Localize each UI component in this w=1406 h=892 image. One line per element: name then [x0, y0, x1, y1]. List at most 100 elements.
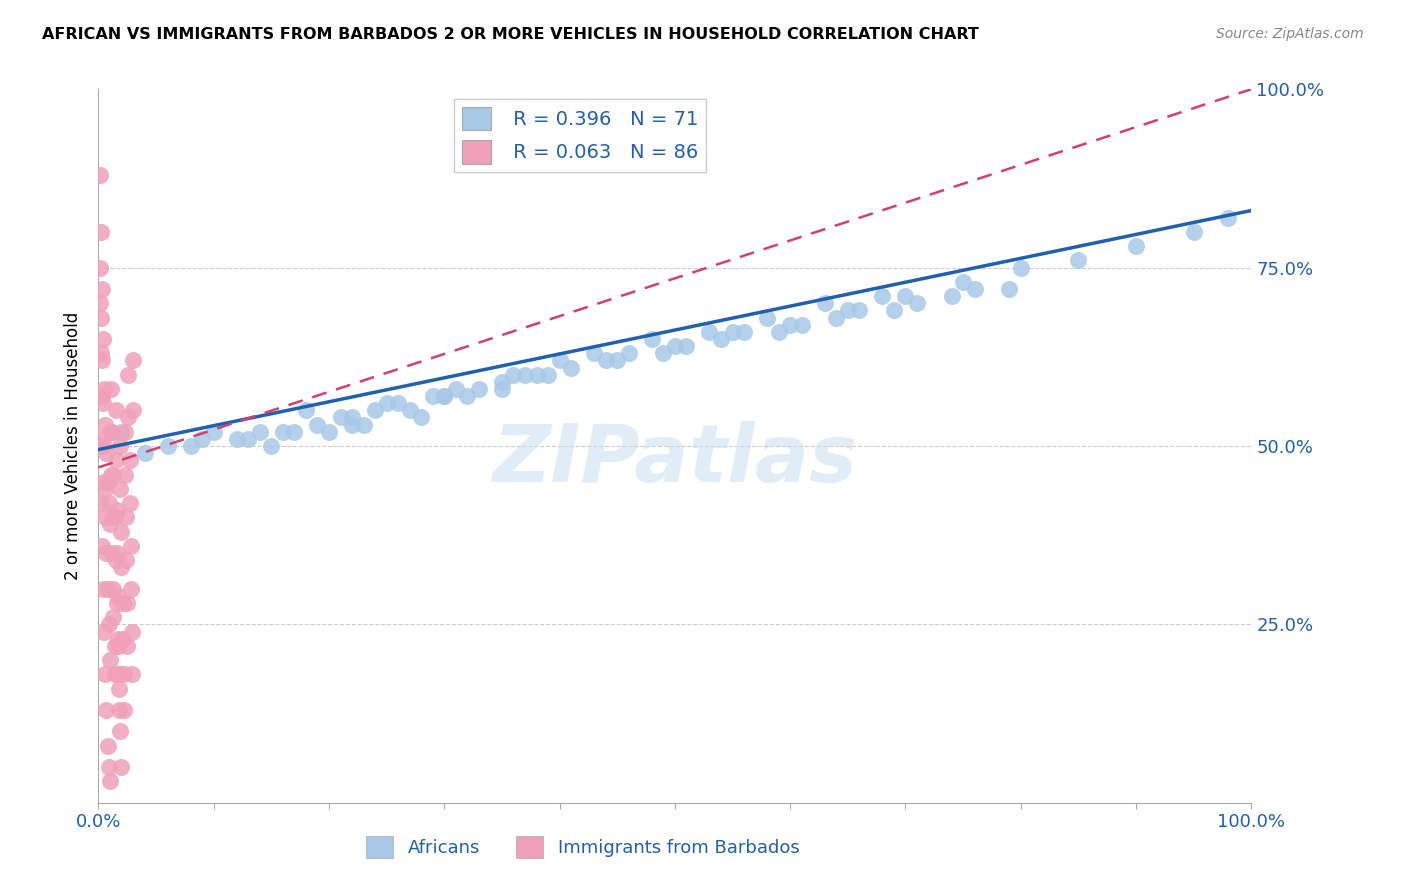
Point [103, 467, 125, 482]
Point [941, 289, 963, 303]
Point [98, 774, 121, 789]
Point [1218, 211, 1240, 225]
Point [1010, 260, 1032, 275]
Point [103, 510, 125, 524]
Point [872, 289, 894, 303]
Point [103, 667, 125, 681]
Point [115, 553, 138, 567]
Point [114, 467, 136, 482]
Point [905, 296, 928, 310]
Point [94, 417, 117, 432]
Point [825, 310, 848, 325]
Point [398, 403, 420, 417]
Point [340, 410, 363, 425]
Point [97, 496, 120, 510]
Point [94, 510, 117, 524]
Point [790, 318, 813, 332]
Point [191, 432, 214, 446]
Point [283, 425, 305, 439]
Point [97, 617, 120, 632]
Point [104, 403, 127, 417]
Point [110, 425, 132, 439]
Point [387, 396, 409, 410]
Point [91, 432, 114, 446]
Point [100, 467, 122, 482]
Point [837, 303, 859, 318]
Point [444, 382, 467, 396]
Point [1067, 253, 1090, 268]
Point [652, 346, 675, 360]
Point [115, 510, 138, 524]
Point [548, 353, 571, 368]
Point [733, 325, 755, 339]
Point [110, 724, 132, 739]
Y-axis label: 2 or more Vehicles in Household: 2 or more Vehicles in Household [65, 312, 83, 580]
Point [104, 453, 127, 467]
Point [1125, 239, 1147, 253]
Point [90, 310, 112, 325]
Point [998, 282, 1021, 296]
Point [249, 425, 271, 439]
Point [96, 546, 118, 560]
Point [456, 389, 478, 403]
Point [89, 296, 111, 310]
Point [97, 739, 120, 753]
Point [90, 389, 112, 403]
Legend: Africans, Immigrants from Barbados: Africans, Immigrants from Barbados [359, 829, 807, 865]
Point [814, 296, 837, 310]
Point [120, 539, 142, 553]
Point [108, 667, 131, 681]
Point [121, 667, 143, 681]
Point [91, 396, 114, 410]
Point [318, 425, 340, 439]
Point [94, 667, 117, 681]
Point [96, 703, 118, 717]
Point [202, 425, 225, 439]
Point [329, 410, 352, 425]
Point [121, 624, 143, 639]
Point [963, 282, 986, 296]
Point [97, 582, 120, 596]
Point [108, 681, 131, 696]
Point [112, 703, 135, 717]
Point [491, 382, 513, 396]
Point [225, 432, 247, 446]
Point [340, 417, 363, 432]
Point [641, 332, 664, 346]
Point [89, 439, 111, 453]
Point [952, 275, 974, 289]
Point [120, 582, 142, 596]
Point [721, 325, 744, 339]
Point [101, 425, 124, 439]
Point [90, 225, 112, 239]
Point [111, 596, 134, 610]
Point [93, 382, 115, 396]
Point [93, 624, 115, 639]
Point [883, 303, 905, 318]
Point [100, 425, 122, 439]
Point [97, 760, 120, 774]
Point [103, 610, 125, 624]
Point [110, 482, 132, 496]
Point [675, 339, 697, 353]
Point [89, 260, 111, 275]
Point [526, 368, 548, 382]
Point [699, 325, 721, 339]
Point [422, 389, 444, 403]
Point [101, 510, 124, 524]
Point [768, 325, 790, 339]
Point [502, 368, 524, 382]
Point [90, 539, 112, 553]
Point [606, 353, 628, 368]
Point [583, 346, 606, 360]
Point [134, 446, 156, 460]
Point [117, 368, 139, 382]
Point [105, 596, 128, 610]
Point [491, 375, 513, 389]
Point [114, 425, 136, 439]
Point [91, 582, 114, 596]
Point [1182, 225, 1205, 239]
Point [117, 596, 139, 610]
Point [103, 582, 125, 596]
Point [90, 346, 112, 360]
